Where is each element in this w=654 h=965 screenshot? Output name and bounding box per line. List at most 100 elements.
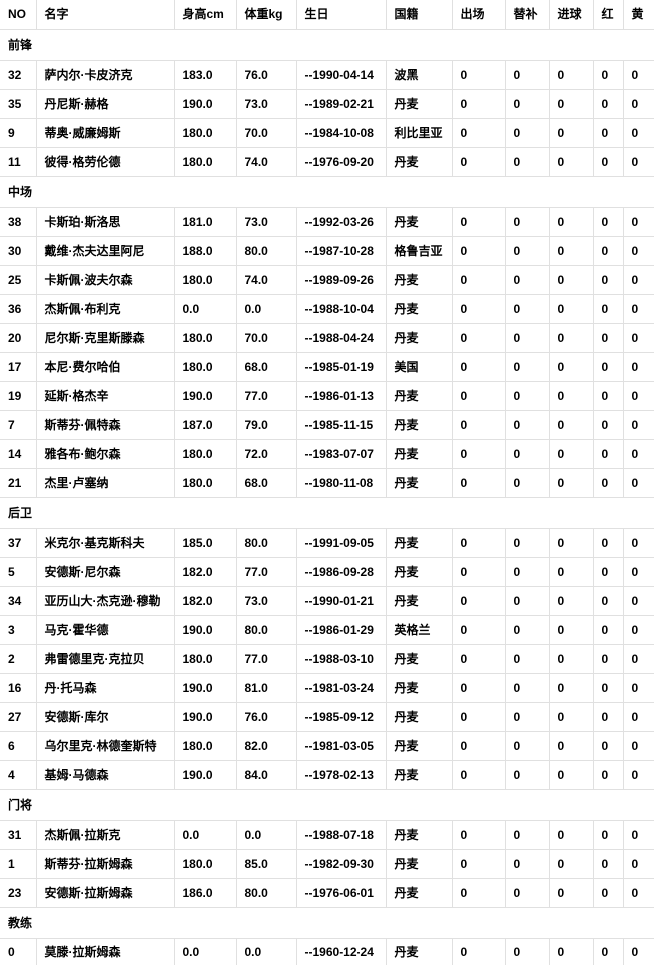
cell-height: 190.0: [174, 90, 236, 119]
cell-goals: 0: [549, 148, 593, 177]
cell-red: 0: [593, 324, 623, 353]
column-header-nation[interactable]: 国籍: [386, 0, 452, 30]
cell-yellow: 0: [623, 850, 654, 879]
cell-nation: 丹麦: [386, 732, 452, 761]
cell-red: 0: [593, 266, 623, 295]
cell-no: 0: [0, 939, 36, 965]
column-header-weight[interactable]: 体重kg: [236, 0, 296, 30]
column-header-name[interactable]: 名字: [36, 0, 174, 30]
column-header-birth[interactable]: 生日: [296, 0, 386, 30]
cell-nation: 丹麦: [386, 674, 452, 703]
cell-yellow: 0: [623, 295, 654, 324]
column-header-sub[interactable]: 替补: [505, 0, 549, 30]
cell-weight: 76.0: [236, 703, 296, 732]
cell-no: 4: [0, 761, 36, 790]
cell-height: 180.0: [174, 850, 236, 879]
cell-sub: 0: [505, 939, 549, 965]
header-row: NO 名字 身高cm 体重kg 生日 国籍 出场 替补 进球 红 黄: [0, 0, 654, 30]
cell-sub: 0: [505, 469, 549, 498]
cell-goals: 0: [549, 850, 593, 879]
cell-red: 0: [593, 703, 623, 732]
cell-name: 卡斯珀·斯洛思: [36, 208, 174, 237]
cell-no: 2: [0, 645, 36, 674]
cell-height: 190.0: [174, 703, 236, 732]
cell-birth: --1981-03-24: [296, 674, 386, 703]
column-header-height[interactable]: 身高cm: [174, 0, 236, 30]
cell-apps: 0: [452, 703, 505, 732]
cell-birth: --1991-09-05: [296, 529, 386, 558]
column-header-yellow[interactable]: 黄: [623, 0, 654, 30]
cell-no: 7: [0, 411, 36, 440]
cell-yellow: 0: [623, 645, 654, 674]
cell-goals: 0: [549, 939, 593, 965]
cell-nation: 丹麦: [386, 208, 452, 237]
cell-red: 0: [593, 208, 623, 237]
cell-height: 188.0: [174, 237, 236, 266]
cell-weight: 0.0: [236, 821, 296, 850]
cell-birth: --1990-01-21: [296, 587, 386, 616]
cell-name: 莫滕·拉斯姆森: [36, 939, 174, 965]
cell-sub: 0: [505, 353, 549, 382]
cell-height: 180.0: [174, 119, 236, 148]
cell-yellow: 0: [623, 266, 654, 295]
cell-birth: --1992-03-26: [296, 208, 386, 237]
cell-name: 斯蒂芬·佩特森: [36, 411, 174, 440]
cell-name: 萨内尔·卡皮济克: [36, 61, 174, 90]
cell-height: 180.0: [174, 732, 236, 761]
cell-weight: 0.0: [236, 295, 296, 324]
cell-apps: 0: [452, 469, 505, 498]
cell-yellow: 0: [623, 382, 654, 411]
cell-red: 0: [593, 469, 623, 498]
cell-no: 1: [0, 850, 36, 879]
cell-goals: 0: [549, 411, 593, 440]
cell-weight: 68.0: [236, 353, 296, 382]
column-header-red[interactable]: 红: [593, 0, 623, 30]
cell-goals: 0: [549, 529, 593, 558]
cell-yellow: 0: [623, 558, 654, 587]
cell-red: 0: [593, 61, 623, 90]
column-header-apps[interactable]: 出场: [452, 0, 505, 30]
cell-yellow: 0: [623, 148, 654, 177]
column-header-goals[interactable]: 进球: [549, 0, 593, 30]
cell-goals: 0: [549, 674, 593, 703]
cell-red: 0: [593, 440, 623, 469]
cell-goals: 0: [549, 703, 593, 732]
cell-nation: 丹麦: [386, 761, 452, 790]
cell-yellow: 0: [623, 703, 654, 732]
cell-weight: 85.0: [236, 850, 296, 879]
cell-weight: 81.0: [236, 674, 296, 703]
cell-apps: 0: [452, 587, 505, 616]
cell-height: 190.0: [174, 761, 236, 790]
cell-no: 25: [0, 266, 36, 295]
column-header-no[interactable]: NO: [0, 0, 36, 30]
cell-apps: 0: [452, 616, 505, 645]
cell-name: 杰里·卢塞纳: [36, 469, 174, 498]
